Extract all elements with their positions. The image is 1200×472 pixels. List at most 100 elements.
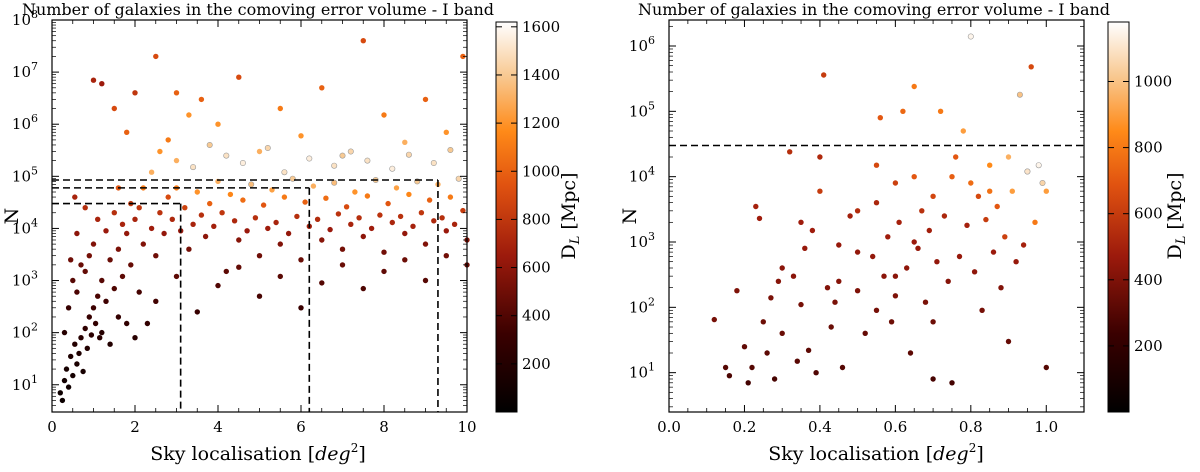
left-colorbar-label: DL [Mpc] (558, 172, 583, 259)
data-point (99, 329, 105, 336)
data-point (881, 273, 887, 279)
data-point (103, 228, 109, 234)
data-point (211, 223, 217, 229)
data-point (749, 364, 755, 371)
data-point (1043, 188, 1050, 194)
left-y-axis-title: N (1, 208, 23, 225)
data-point (911, 239, 917, 245)
data-point (787, 149, 793, 155)
data-point (892, 180, 899, 186)
data-point (828, 324, 834, 330)
data-point (61, 329, 68, 336)
data-point (389, 165, 396, 172)
y-tick-label: 105 (629, 99, 655, 120)
data-point (119, 273, 126, 280)
data-point (68, 257, 74, 263)
data-point (768, 295, 774, 301)
data-point (136, 289, 142, 295)
data-point (198, 96, 205, 103)
data-point (900, 108, 906, 115)
data-point (107, 257, 113, 263)
data-point (244, 228, 250, 234)
data-point (1005, 338, 1012, 345)
colorbar-tick-label: 400 (1134, 271, 1163, 289)
data-point (61, 377, 68, 384)
left-colorbar: 200 400 600 800 1000 1200 1400 1600 DL [Mpc] (495, 18, 583, 413)
data-point (817, 188, 823, 194)
data-point (348, 221, 354, 227)
data-point (223, 268, 229, 275)
data-point (335, 211, 342, 217)
data-point (892, 273, 899, 279)
data-point (941, 213, 948, 219)
data-point (70, 372, 76, 379)
data-point (998, 285, 1004, 291)
data-point (95, 293, 101, 299)
data-point (1035, 162, 1042, 169)
data-point (836, 242, 842, 248)
data-point (402, 257, 408, 263)
y-tick-label: 101 (629, 361, 655, 382)
x-tick-label: 0.2 (733, 418, 757, 436)
data-point (173, 157, 180, 164)
right-panel: Number of galaxies in the comoving error… (619, 0, 1110, 465)
data-point (360, 233, 366, 240)
data-point (256, 253, 263, 259)
data-point (990, 249, 997, 255)
x-tick-label: 0.8 (959, 418, 983, 436)
right-title: Number of galaxies in the comoving error… (638, 0, 1110, 19)
data-point (186, 246, 192, 252)
data-point (397, 213, 404, 220)
data-point (460, 207, 466, 214)
data-point (870, 253, 876, 260)
data-point (930, 193, 936, 199)
data-point (74, 289, 80, 295)
data-point (128, 262, 134, 268)
data-point (239, 160, 246, 167)
data-point (443, 253, 449, 259)
right-colorbar-ticks: 200 400 600 800 1000 (1108, 72, 1172, 355)
left-title: Number of galaxies in the comoving error… (22, 0, 494, 19)
data-point (136, 205, 142, 211)
data-point (223, 152, 230, 159)
data-point (968, 180, 974, 186)
data-point (402, 139, 408, 145)
data-point (124, 320, 130, 327)
data-point (915, 245, 921, 251)
data-point (260, 202, 267, 208)
y-tick-label: 106 (12, 112, 38, 133)
data-point (115, 314, 122, 320)
data-point (873, 307, 880, 313)
data-point (877, 115, 883, 121)
data-point (323, 195, 329, 201)
data-point (111, 210, 118, 216)
data-point (847, 213, 853, 219)
data-point (256, 293, 263, 299)
data-point (74, 361, 80, 367)
data-point (983, 216, 989, 223)
data-point (82, 268, 88, 275)
data-point (753, 203, 759, 210)
data-point (173, 90, 180, 96)
data-point (455, 175, 462, 182)
data-point (339, 152, 346, 159)
data-point (443, 129, 449, 135)
data-point (78, 335, 84, 341)
data-point (80, 368, 86, 375)
y-tick-label: 107 (12, 60, 38, 81)
data-point (194, 189, 200, 195)
data-point (975, 193, 982, 199)
y-tick-label: 103 (12, 269, 38, 290)
data-point (405, 151, 412, 158)
left-x-axis-title: Sky localisation [deg2] (150, 441, 366, 465)
colorbar-tick-label: 400 (522, 307, 551, 325)
colorbar-tick-label: 800 (522, 210, 551, 228)
data-point (389, 219, 395, 226)
data-point (1016, 91, 1023, 98)
data-point (264, 145, 271, 152)
data-point (215, 282, 221, 289)
data-point (926, 227, 932, 234)
right-plot-frame (668, 19, 1085, 413)
data-point (302, 199, 308, 205)
